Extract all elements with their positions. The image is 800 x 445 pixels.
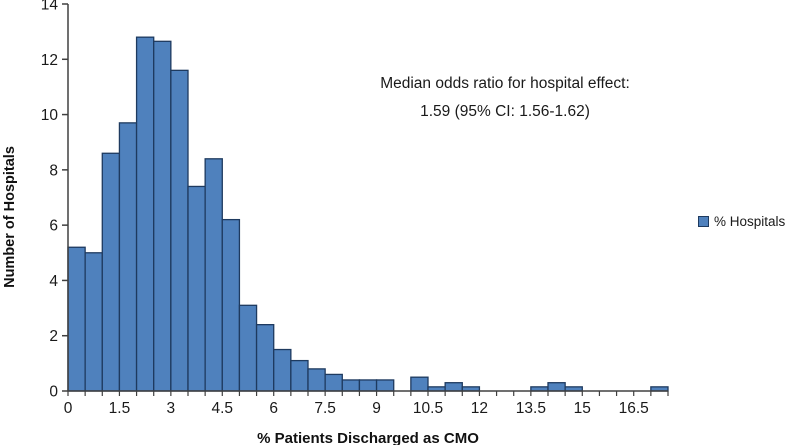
- bar-3.5: [187, 185, 206, 392]
- y-tick-label: 4: [49, 273, 58, 290]
- y-axis-title: Number of Hospitals: [2, 146, 18, 288]
- x-axis-title: % Patients Discharged as CMO: [257, 430, 479, 445]
- bar-8: [341, 379, 361, 392]
- bar-2.5: [153, 40, 172, 392]
- bar-0.5: [84, 252, 103, 392]
- legend-swatch-icon: [698, 216, 709, 227]
- bar-11: [444, 382, 463, 392]
- x-tick-label: 9: [372, 400, 381, 417]
- bar-5: [238, 304, 258, 392]
- bar-14: [547, 382, 566, 392]
- y-tick-label: 14: [41, 0, 59, 14]
- x-tick-label: 0: [64, 400, 73, 417]
- bar-9: [375, 379, 395, 392]
- y-tick-label: 2: [49, 328, 58, 345]
- annotation-line-2: 1.59 (95% CI: 1.56-1.62): [420, 103, 590, 120]
- y-tick-label: 8: [49, 162, 58, 179]
- bar-4.5: [221, 218, 241, 392]
- x-tick-label: 6: [269, 400, 278, 417]
- bar-7: [307, 368, 326, 392]
- y-tick-label: 12: [41, 52, 58, 69]
- bar-1: [101, 152, 121, 392]
- x-tick-label: 12: [471, 400, 488, 417]
- legend: % Hospitals: [698, 214, 785, 229]
- bar-1.5: [118, 122, 138, 392]
- y-tick-label: 10: [41, 107, 59, 124]
- y-tick-label: 6: [49, 218, 58, 235]
- bar-10: [410, 376, 429, 392]
- bar-7.5: [324, 373, 343, 392]
- bar-4: [204, 158, 223, 392]
- legend-label: % Hospitals: [714, 214, 786, 229]
- bar-2: [135, 36, 155, 392]
- bar-3: [170, 69, 189, 392]
- annotation-line-1: Median odds ratio for hospital effect:: [380, 75, 630, 92]
- x-tick-label: 3: [167, 400, 176, 417]
- bar-6.5: [290, 359, 309, 392]
- y-tick-label: 0: [49, 384, 58, 401]
- x-tick-label: 15: [574, 400, 591, 417]
- x-tick-label: 10.5: [413, 400, 443, 417]
- bar-5.5: [255, 324, 275, 392]
- x-tick-label: 4.5: [212, 400, 234, 417]
- bar-0: [67, 246, 86, 392]
- bar-8.5: [358, 379, 378, 392]
- x-tick-label: 7.5: [314, 400, 336, 417]
- annotation-median-odds-ratio: Median odds ratio for hospital effect: 1…: [340, 70, 670, 126]
- x-tick-label: 16.5: [619, 400, 649, 417]
- x-tick-label: 13.5: [516, 400, 546, 417]
- x-tick-label: 1.5: [109, 400, 131, 417]
- bar-6: [273, 348, 292, 392]
